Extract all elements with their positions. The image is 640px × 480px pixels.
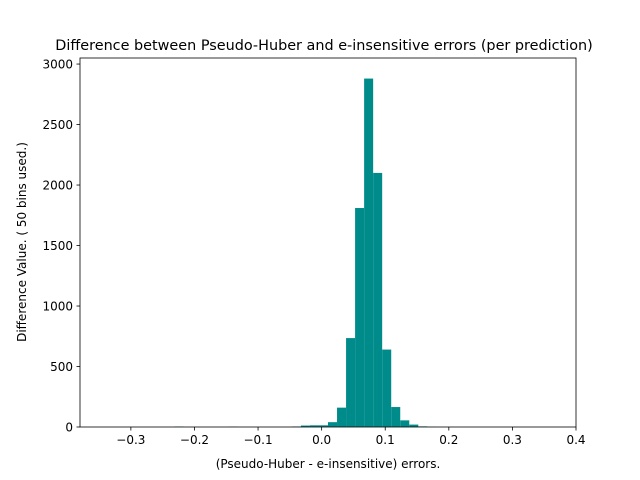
x-tick-label: 0.1 <box>376 433 395 447</box>
x-tick-label: −0.1 <box>243 433 272 447</box>
y-tick-label: 2500 <box>42 118 73 132</box>
histogram-bar <box>400 420 410 427</box>
histogram-bar <box>337 407 347 427</box>
x-tick-label: 0.3 <box>503 433 522 447</box>
histogram-bar <box>355 208 365 427</box>
y-tick-label: 3000 <box>42 58 73 72</box>
histogram-bar <box>409 424 419 427</box>
y-axis-label: Difference Value. ( 50 bins used.) <box>15 142 29 342</box>
y-tick-label: 1000 <box>42 300 73 314</box>
y-axis-ticks: 0 500 1000 1500 2000 2500 3000 <box>42 58 80 435</box>
x-tick-label: −0.3 <box>116 433 145 447</box>
x-tick-label: 0.0 <box>312 433 331 447</box>
x-tick-label: −0.2 <box>180 433 209 447</box>
histogram-bar <box>373 172 383 427</box>
histogram-bar <box>300 425 310 427</box>
chart-title: Difference between Pseudo-Huber and e-in… <box>55 38 592 54</box>
bars-group <box>174 78 437 427</box>
y-tick-label: 500 <box>50 360 73 374</box>
histogram-bar <box>318 425 328 427</box>
histogram-bar <box>382 349 392 427</box>
y-tick-label: 1500 <box>42 239 73 253</box>
histogram-bar <box>346 338 356 427</box>
histogram-bar <box>364 78 374 427</box>
x-tick-label: 0.4 <box>566 433 585 447</box>
x-axis-label: (Pseudo-Huber - e-insensitive) errors. <box>216 457 441 471</box>
x-tick-label: 0.2 <box>439 433 458 447</box>
y-tick-label: 2000 <box>42 179 73 193</box>
histogram-bar <box>391 407 401 427</box>
plot-frame <box>79 57 577 428</box>
x-axis-ticks: −0.3 −0.2 −0.1 0.0 0.1 0.2 0.3 0.4 <box>116 427 586 447</box>
histogram-bar <box>328 422 338 427</box>
y-tick-label: 0 <box>65 421 73 435</box>
histogram-bar <box>309 425 319 427</box>
